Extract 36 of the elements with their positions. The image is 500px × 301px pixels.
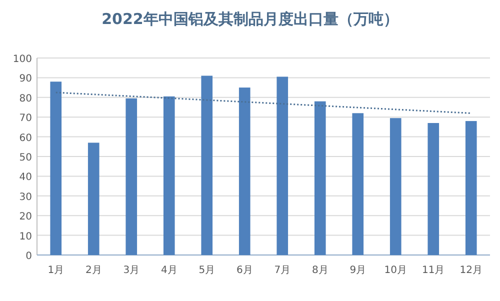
- chart-title: 2022年中国铝及其制品月度出口量（万吨）: [102, 10, 398, 28]
- y-tick-label: 90: [19, 74, 32, 85]
- bar: [201, 76, 213, 255]
- bar: [238, 88, 250, 255]
- bar: [465, 121, 477, 255]
- x-tick-label: 8月: [312, 265, 328, 276]
- x-tick-label: 3月: [123, 265, 140, 276]
- bar: [88, 142, 100, 255]
- y-tick-label: 50: [19, 152, 32, 164]
- bar: [126, 98, 138, 255]
- bar: [390, 118, 402, 255]
- y-tick-label: 10: [19, 231, 32, 242]
- y-tick-label: 70: [19, 113, 32, 124]
- x-tick-label: 11月: [422, 265, 445, 276]
- x-tick-label: 2月: [85, 265, 102, 276]
- x-tick-label: 6月: [236, 265, 253, 276]
- y-tick-label: 0: [26, 251, 32, 262]
- x-tick-label: 7月: [274, 265, 291, 276]
- bar: [428, 123, 440, 255]
- x-tick-label: 1月: [48, 265, 64, 276]
- bar: [314, 101, 326, 255]
- x-tick-label: 5月: [198, 265, 216, 276]
- x-tick-label: 12月: [460, 265, 482, 276]
- y-tick-label: 30: [19, 192, 32, 203]
- bar: [352, 113, 364, 255]
- bar: [276, 76, 288, 255]
- x-tick-label: 10月: [384, 265, 407, 276]
- y-tick-label: 80: [19, 93, 32, 104]
- y-tick-label: 40: [19, 172, 32, 184]
- y-tick-label: 60: [19, 132, 32, 144]
- x-tick-label: 9月: [350, 265, 366, 276]
- bar: [50, 82, 62, 255]
- x-tick-label: 4月: [160, 265, 178, 276]
- y-tick-label: 100: [12, 54, 32, 65]
- bar: [163, 96, 175, 255]
- y-tick-label: 20: [19, 212, 32, 223]
